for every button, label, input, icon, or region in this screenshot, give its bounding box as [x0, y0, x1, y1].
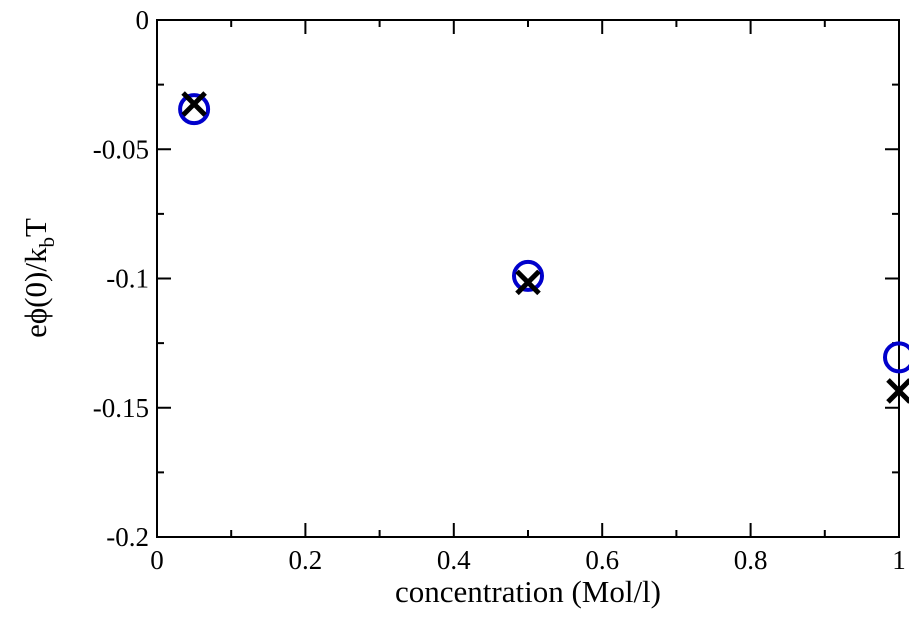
- x-tick-label: 0.4: [437, 545, 471, 575]
- x-point: [181, 91, 207, 117]
- data-marks: [178, 91, 909, 404]
- circle-point: [512, 259, 544, 292]
- circle-point: [178, 93, 211, 126]
- circle-point: [883, 341, 909, 374]
- y-axis-title-subscript: b: [35, 237, 59, 248]
- plot-frame: [156, 19, 900, 538]
- y-tick-label: -0.05: [93, 134, 149, 164]
- tick-labels: 0 0.2 0.4 0.6 0.8 1 0 -0.05 -0.1 -0.15 -0.2: [93, 5, 906, 575]
- y-axis-title-tail: T: [18, 218, 53, 237]
- y-axis-title-main: eϕ(0)/k: [18, 247, 53, 338]
- axis-ticks: [156, 19, 900, 538]
- x-tick-label: 1: [892, 545, 906, 575]
- y-tick-label: 0: [136, 5, 150, 35]
- x-tick-label: 0.6: [585, 545, 619, 575]
- x-tick-label: 0.2: [289, 545, 323, 575]
- y-axis-title: eϕ(0)/kbT: [18, 218, 59, 338]
- x-point: [886, 378, 909, 404]
- y-tick-label: -0.1: [106, 264, 149, 294]
- x-tick-label: 0.8: [734, 545, 768, 575]
- x-axis-title: concentration (Mol/l): [395, 574, 661, 609]
- y-tick-label: -0.2: [106, 522, 149, 552]
- x-point: [515, 269, 541, 296]
- y-tick-label: -0.15: [93, 393, 149, 423]
- x-tick-label: 0: [150, 545, 164, 575]
